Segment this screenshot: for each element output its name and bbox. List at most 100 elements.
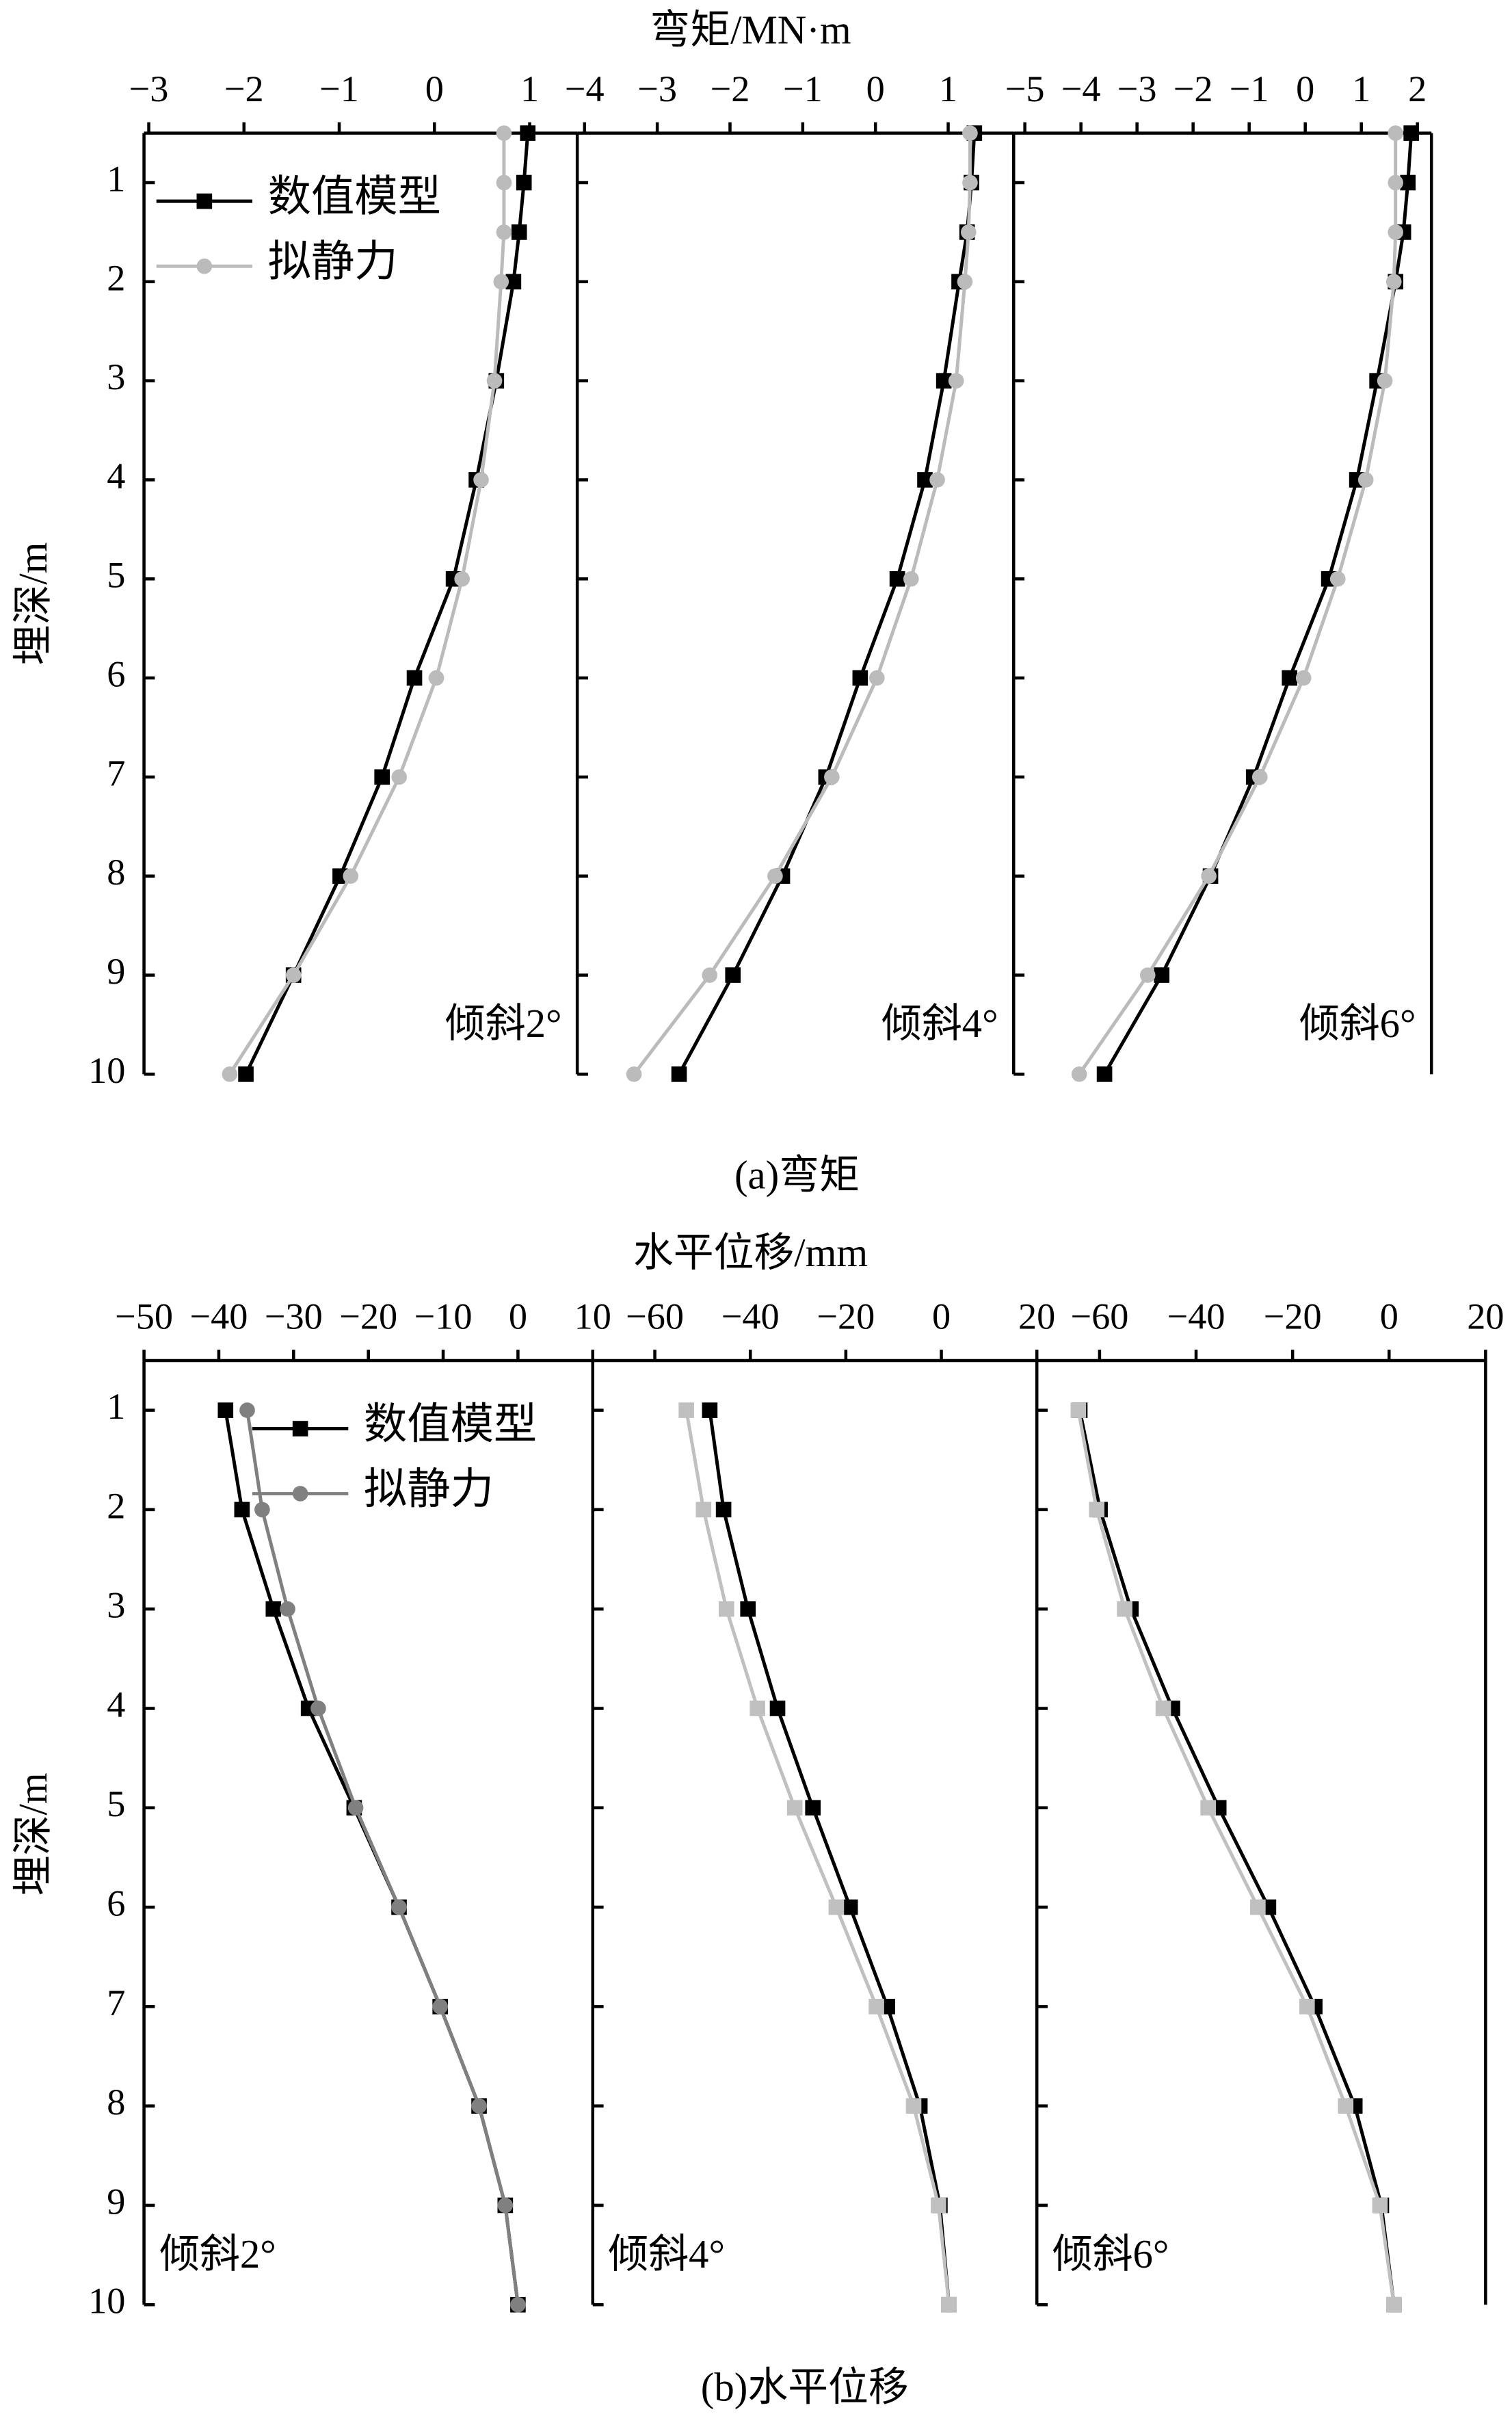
y-tick-label: 5: [107, 555, 125, 596]
point: [1201, 868, 1217, 884]
y-tick-label: 8: [107, 2082, 125, 2123]
annotation: 倾斜4°: [881, 1001, 998, 1046]
point: [805, 1800, 821, 1816]
point: [1089, 1501, 1104, 1518]
series-line: [1102, 133, 1414, 1075]
x-tick-label: −30: [265, 1296, 323, 1337]
point: [1338, 2098, 1354, 2114]
point: [842, 1899, 858, 1915]
y-tick-label: 6: [107, 1883, 125, 1924]
series-line: [228, 133, 506, 1075]
point: [948, 373, 964, 389]
x-tick-label: −4: [565, 68, 605, 109]
point: [1388, 224, 1404, 240]
y-tick-label: 9: [107, 2181, 125, 2222]
point: [962, 174, 978, 191]
point: [718, 1601, 734, 1617]
x-tick-label: 20: [1467, 1296, 1504, 1337]
x-tick-label: −1: [319, 68, 359, 109]
point: [473, 472, 489, 488]
series-line: [685, 1410, 951, 2305]
series-line: [1076, 1410, 1396, 2305]
caption: (a)弯矩: [734, 1153, 860, 1198]
y-tick-label: 10: [88, 1050, 125, 1091]
point: [1096, 1066, 1113, 1082]
point: [702, 967, 718, 983]
y-tick-label: 4: [107, 1684, 125, 1725]
x-tick-label: −4: [1061, 68, 1101, 109]
x-tick-label: 0: [1296, 68, 1314, 109]
point: [941, 2296, 957, 2313]
y-tick-label: 5: [107, 1783, 125, 1824]
point: [486, 373, 503, 389]
y-tick-label: 1: [107, 1386, 125, 1427]
point: [374, 769, 390, 785]
point: [962, 125, 978, 141]
legend-label: 数值模型: [364, 1400, 537, 1448]
series-line: [677, 133, 977, 1075]
point: [702, 1402, 718, 1418]
point: [1282, 670, 1298, 686]
series-line: [1078, 1410, 1396, 2305]
annotation: 倾斜6°: [1299, 1001, 1416, 1046]
y-tick-label: 7: [107, 1982, 125, 2023]
series-line: [246, 1410, 520, 2305]
point: [769, 1701, 786, 1716]
annotation: 倾斜4°: [608, 2232, 725, 2277]
point: [496, 125, 512, 141]
point: [1377, 373, 1393, 389]
point: [767, 868, 783, 884]
x-tick-label: 0: [932, 1296, 951, 1337]
x-tick-label: −40: [721, 1296, 780, 1337]
point: [1372, 2197, 1388, 2214]
point: [903, 570, 919, 587]
point: [695, 1501, 712, 1518]
point: [1400, 174, 1416, 191]
point: [343, 868, 359, 884]
point: [1385, 274, 1402, 290]
y-axis-label: 埋深/m: [11, 1772, 55, 1895]
point: [497, 2197, 514, 2214]
point: [1329, 570, 1346, 587]
point: [1251, 769, 1268, 785]
point: [310, 1701, 326, 1716]
point: [1139, 967, 1156, 983]
legend-label: 拟静力: [268, 238, 398, 286]
point: [428, 670, 445, 686]
x-tick-label: −20: [817, 1296, 875, 1337]
series-line: [1078, 133, 1398, 1075]
legend-marker: [292, 1421, 308, 1436]
annotation: 倾斜2°: [445, 1001, 562, 1046]
point: [432, 1999, 448, 2015]
legend-marker: [292, 1486, 308, 1501]
point: [406, 670, 423, 686]
point: [824, 769, 840, 785]
x-tick-label: −60: [1070, 1296, 1128, 1337]
point: [936, 373, 952, 389]
x-tick-label: 2: [1408, 68, 1427, 109]
x-tick-label: −1: [783, 68, 823, 109]
point: [1388, 125, 1404, 141]
y-tick-label: 3: [107, 1585, 125, 1626]
legend-label: 数值模型: [268, 173, 441, 221]
point: [511, 224, 527, 240]
point: [1117, 1601, 1132, 1617]
point: [828, 1899, 845, 1915]
point: [391, 1899, 407, 1915]
point: [217, 1402, 234, 1418]
point: [889, 570, 905, 587]
point: [234, 1501, 250, 1518]
point: [1357, 472, 1374, 488]
point: [510, 2296, 526, 2313]
x-tick-label: −5: [1005, 68, 1045, 109]
annotation: 倾斜6°: [1052, 2232, 1169, 2277]
point: [1154, 967, 1170, 983]
y-tick-label: 6: [107, 654, 125, 695]
point: [1200, 1800, 1216, 1816]
legend-marker: [196, 258, 213, 274]
point: [280, 1601, 295, 1617]
x-tick-label: −10: [414, 1296, 473, 1337]
point: [1386, 2296, 1402, 2313]
series-line: [633, 133, 972, 1075]
point: [1295, 670, 1312, 686]
